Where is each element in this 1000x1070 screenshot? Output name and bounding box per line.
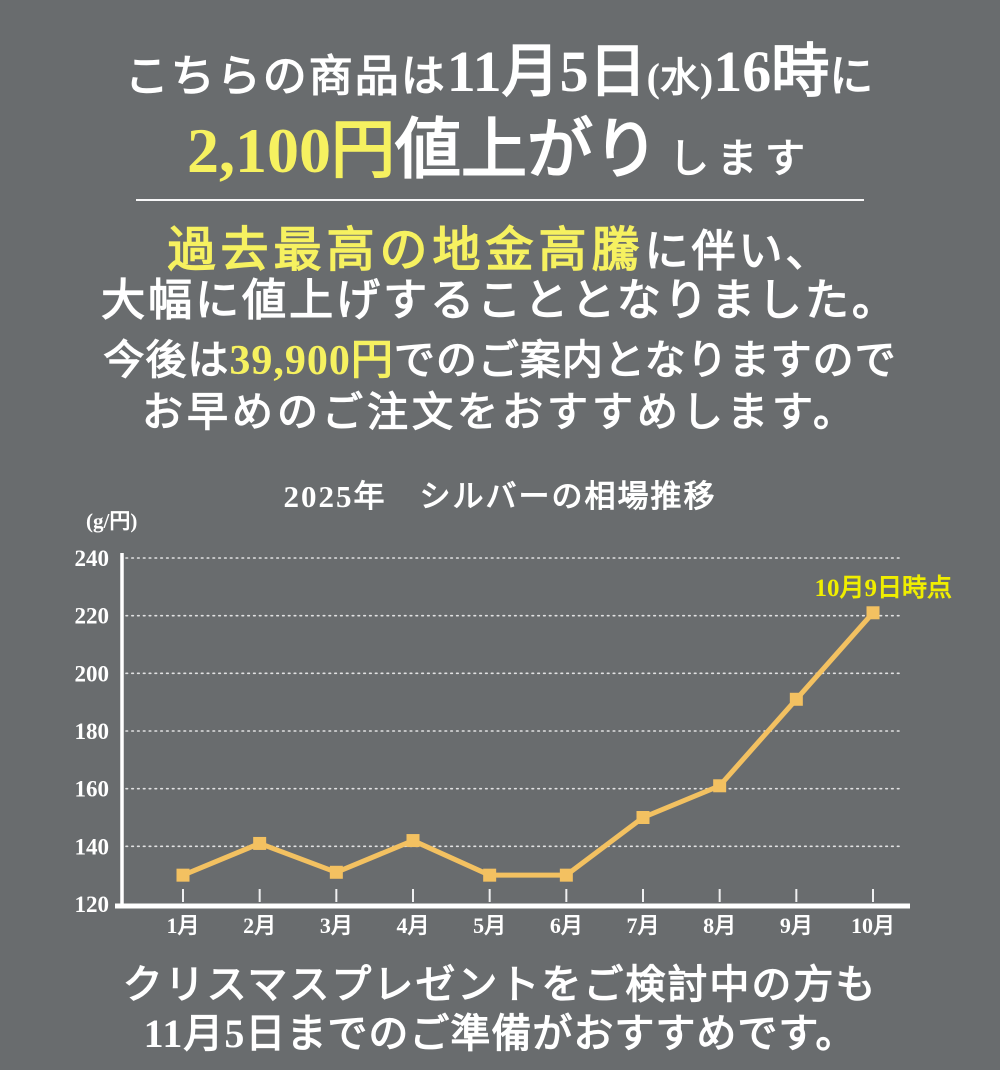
x-axis-tick-label: 6月: [550, 913, 583, 938]
data-point-marker: [406, 834, 420, 848]
x-axis-tick-label: 9月: [780, 913, 813, 938]
x-axis-tick-label: 4月: [396, 913, 429, 938]
data-point-marker: [713, 779, 727, 793]
divider-line: [136, 199, 864, 201]
y-axis-tick-label: 200: [75, 661, 110, 686]
headline-time: 16時: [713, 39, 830, 104]
y-axis-tick-label: 120: [75, 892, 110, 917]
x-axis-tick-label: 2月: [243, 913, 276, 938]
data-point-marker: [483, 868, 497, 882]
message-line2: 大幅に値上げすることとなりました。: [101, 276, 899, 325]
y-axis-unit-label: (g/円): [86, 509, 138, 533]
headline-line1: こちらの商品は11月5日(水)16時に: [0, 24, 1000, 108]
price-increase-word: 値上がり: [395, 114, 659, 187]
silver-price-line-chart: 120 140 160 180 200 220 240 1月 2月 3月 4月 5月 6月 7月 8月 9月 1…: [75, 546, 953, 938]
message-line4: お早めのご注文をおすすめします。: [142, 389, 858, 435]
message-line3-pre: 今後は: [103, 337, 230, 383]
message-line1-emphasis: 過去最高の地金高騰: [167, 224, 645, 277]
x-axis-tick-label: 8月: [703, 913, 736, 938]
x-axis-tick-label: 5月: [473, 913, 506, 938]
message-line1-rest: に伴い、: [644, 227, 833, 276]
headline-weekday: (水): [646, 55, 714, 100]
y-axis-tick-label: 160: [75, 777, 110, 802]
headline-suffix: します: [669, 136, 813, 181]
price-line: [180, 610, 876, 878]
chart-title: 2025年 シルバーの相場推移: [283, 479, 717, 514]
x-axis-tick-label: 1月: [166, 913, 199, 938]
x-axis-tick-label: 7月: [626, 913, 659, 938]
data-point-marker: [329, 865, 343, 879]
message-line3: 今後は39,900円でのご案内となりますので: [0, 326, 1000, 387]
data-point-marker: [253, 836, 267, 850]
x-axis-tick-label: 10月: [851, 913, 895, 938]
data-point-marker: [789, 692, 803, 706]
footer-line2: 11月5日までのご準備がおすすめです。: [143, 1011, 857, 1056]
x-axis-tick-label: 3月: [320, 913, 353, 938]
headline-prefix: こちらの商品は: [124, 52, 447, 101]
footer-line1: クリスマスプレゼントをご検討中の方も: [122, 962, 878, 1007]
data-point-marker: [866, 606, 880, 620]
message-line1: 過去最高の地金高騰に伴い、: [0, 210, 1000, 280]
headline-particle: に: [829, 52, 876, 101]
data-point-marker: [176, 868, 190, 882]
y-axis-tick-label: 240: [75, 546, 110, 571]
new-price-amount: 39,900円: [229, 338, 394, 384]
price-increase-amount: 2,100円: [187, 115, 395, 186]
data-point-marker: [636, 811, 650, 824]
y-axis-tick-label: 140: [75, 834, 110, 859]
y-axis-tick-label: 220: [75, 604, 110, 629]
message-line3-post: でのご案内となりますので: [393, 337, 897, 383]
headline-line2: 2,100円値上がり します: [0, 96, 1000, 192]
data-point-marker: [559, 868, 573, 882]
headline-date: 11月5日: [446, 39, 647, 104]
y-axis-tick-label: 180: [75, 719, 110, 744]
annotation-label: 10月9日時点: [814, 573, 952, 602]
